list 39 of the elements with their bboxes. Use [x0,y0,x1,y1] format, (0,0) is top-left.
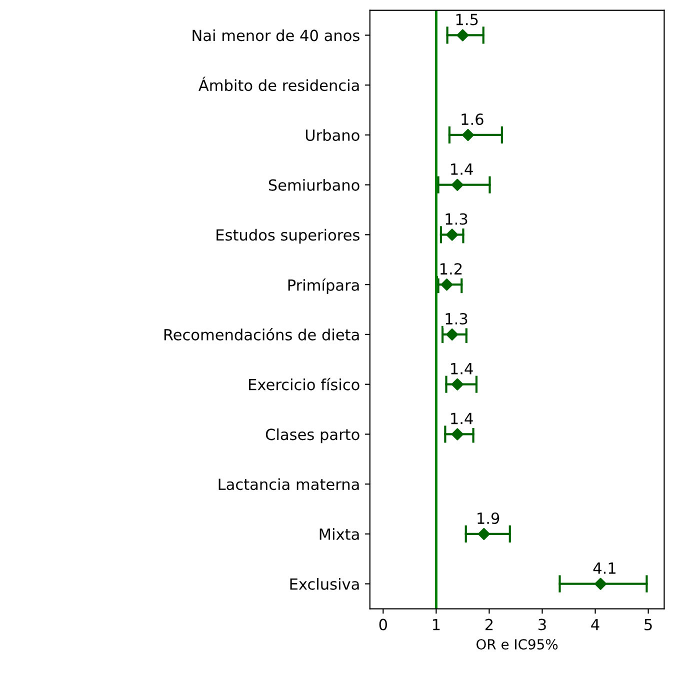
x-tick-label: 5 [644,618,652,630]
point [456,29,469,42]
data-label: 1.6 [462,113,484,126]
x-tick-label: 0 [379,618,387,630]
data-label: 1.2 [440,263,462,274]
y-tick-label: Mixta [320,528,359,540]
point [594,578,607,590]
point [451,428,464,440]
y-tick-label: Estudos superiores [216,228,360,244]
point [451,378,464,390]
y-tick-label: Ámbito de residencia [198,76,359,92]
point [446,228,458,241]
y-tick-label: Exclusiva [290,578,359,590]
point [446,328,458,341]
y-tick-label: Semiurbano [268,179,360,191]
y-tick-label: Nai menor de 40 anos [192,29,360,42]
data-label: 1.4 [451,412,473,424]
y-tick-label: Primípara [288,278,359,294]
data-label: 1.4 [451,164,473,175]
y-tick-label: Exercicio físico [249,378,360,390]
x-tick-label: 4 [591,618,600,630]
data-label: 1.9 [478,512,500,524]
point [440,278,453,291]
data-label: 4.1 [593,562,616,574]
x-tick-label: 3 [538,618,546,630]
point [478,528,490,540]
y-tick-label: Recomendacións de dieta [164,328,359,340]
point [451,178,464,191]
data-label: 1.4 [451,363,473,374]
x-tick-label: 1 [433,618,440,630]
data-label: 1.3 [446,213,468,225]
point [462,128,474,142]
data-label: 1.5 [456,14,478,26]
x-tick-label: 2 [485,618,493,630]
x-axis-title: OR e IC95% [476,639,558,650]
data-label: 1.3 [446,312,468,325]
y-tick-label: Lactancia materna [218,478,359,490]
y-tick-label: Clases parto [266,428,360,444]
y-tick-label: Urbano [306,129,360,141]
